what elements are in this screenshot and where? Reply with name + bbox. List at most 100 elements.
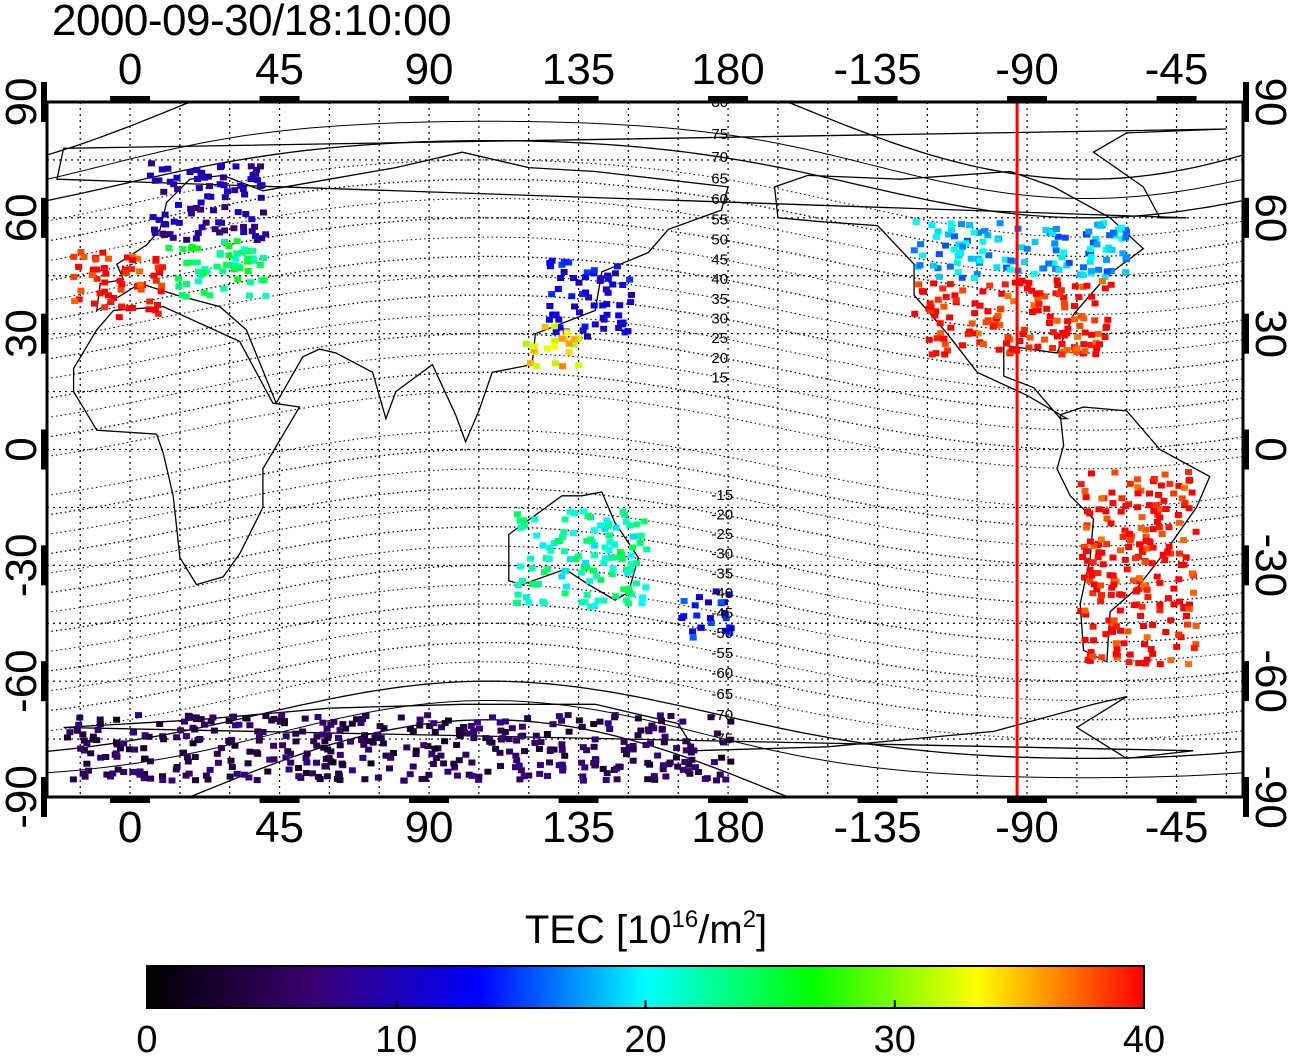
- tec-cell: [1188, 489, 1196, 496]
- tec-cell: [916, 262, 924, 269]
- tec-cell: [1113, 646, 1121, 653]
- tec-cell: [599, 302, 607, 309]
- tec-cell: [995, 346, 1003, 353]
- colorbar-title: TEC [1016/m2]: [0, 906, 1292, 953]
- tec-cell: [1121, 527, 1129, 534]
- tec-cell: [1057, 287, 1065, 294]
- tec-cell: [590, 270, 598, 277]
- tec-cell: [225, 717, 233, 724]
- tec-cell: [295, 765, 302, 771]
- tec-cell: [175, 275, 183, 282]
- tec-cell: [953, 259, 961, 266]
- tec-cell: [1001, 256, 1009, 263]
- colorbar-tick-label: 30: [874, 1019, 916, 1057]
- tec-cell: [1177, 562, 1185, 568]
- tec-cell: [1122, 269, 1130, 276]
- tec-cell: [1071, 303, 1078, 309]
- tec-cell: [570, 336, 578, 343]
- tec-cell: [1119, 533, 1127, 540]
- tec-cell: [256, 262, 264, 268]
- tec-cell: [1120, 640, 1128, 647]
- tec-cell: [466, 730, 474, 737]
- tec-cell: [597, 576, 605, 583]
- bottom-lon-label: -135: [834, 803, 922, 852]
- tec-cell: [551, 337, 559, 344]
- tec-cell: [1109, 554, 1117, 561]
- tec-cell: [101, 304, 109, 311]
- tec-cell: [1032, 290, 1040, 297]
- tec-cell: [713, 777, 720, 784]
- tec-cell: [1073, 345, 1081, 352]
- mag-lat-contour: [47, 564, 1243, 644]
- tec-cell: [944, 347, 952, 354]
- tec-cell: [140, 745, 148, 752]
- tec-cell: [1141, 559, 1149, 565]
- tec-cell: [1185, 469, 1192, 475]
- tec-cell: [976, 302, 984, 309]
- tec-cell: [632, 580, 640, 587]
- frame-tick: [41, 545, 47, 586]
- tec-cell: [154, 264, 162, 271]
- tec-cell: [113, 716, 121, 723]
- tec-cell: [187, 205, 195, 212]
- tec-cell: [320, 744, 328, 751]
- tec-cell: [1139, 549, 1147, 555]
- mag-lat-contour: [47, 487, 1243, 566]
- tec-cell: [1046, 313, 1054, 320]
- coastlines: [56, 128, 1227, 760]
- tec-cell: [285, 766, 293, 773]
- tec-cell: [1135, 660, 1143, 667]
- tec-cell: [575, 717, 583, 724]
- tec-cell: [376, 723, 384, 730]
- tec-cell: [524, 715, 532, 722]
- tec-cell: [257, 163, 264, 170]
- tec-cell: [986, 282, 994, 289]
- tec-cell: [196, 736, 204, 742]
- tec-cell: [177, 727, 185, 734]
- tec-cell: [1018, 244, 1026, 251]
- tec-cell: [679, 766, 687, 773]
- tec-cell: [1102, 324, 1110, 331]
- tec-cell: [1019, 331, 1027, 337]
- tec-cell: [1165, 524, 1173, 531]
- tec-cell: [1081, 348, 1089, 355]
- tec-cell: [633, 521, 641, 528]
- tec-cell: [245, 248, 252, 254]
- tec-cell: [218, 219, 225, 226]
- tec-cell: [654, 752, 662, 759]
- mag-lat-contour: [47, 468, 1243, 547]
- tec-cell: [531, 739, 539, 746]
- tec-cell: [1149, 621, 1157, 628]
- tec-cell: [301, 715, 309, 722]
- frame-tick: [259, 797, 300, 803]
- tec-cell: [239, 186, 247, 192]
- tec-cell: [686, 770, 694, 777]
- bottom-lon-label: -45: [1145, 803, 1209, 852]
- tec-cell: [204, 193, 212, 200]
- tec-cell: [1079, 283, 1087, 290]
- tec-cell: [63, 734, 71, 741]
- tec-cell: [927, 307, 935, 314]
- tec-cell: [489, 714, 496, 721]
- tec-cell: [1081, 329, 1089, 336]
- tec-cell: [221, 239, 229, 245]
- tec-cell: [1090, 542, 1098, 549]
- tec-cell: [240, 223, 247, 230]
- frame-tick: [558, 96, 599, 102]
- tec-cell: [642, 742, 650, 748]
- left-lat-label: -60: [0, 649, 46, 713]
- tec-cell: [546, 260, 554, 267]
- tec-cell: [360, 741, 368, 748]
- mag-lat-label: 15: [711, 369, 728, 386]
- tec-cell: [610, 541, 618, 548]
- tec-cell: [1162, 629, 1170, 635]
- tec-cell: [302, 755, 310, 762]
- mag-lat-contour: [47, 584, 1243, 663]
- tec-cell: [1090, 581, 1098, 588]
- mag-lat-label: -65: [711, 686, 733, 703]
- tec-cell: [1080, 315, 1088, 322]
- tec-cell: [109, 770, 117, 777]
- tec-cell: [979, 288, 987, 295]
- tec-cell: [198, 169, 206, 176]
- tec-cell: [984, 308, 992, 315]
